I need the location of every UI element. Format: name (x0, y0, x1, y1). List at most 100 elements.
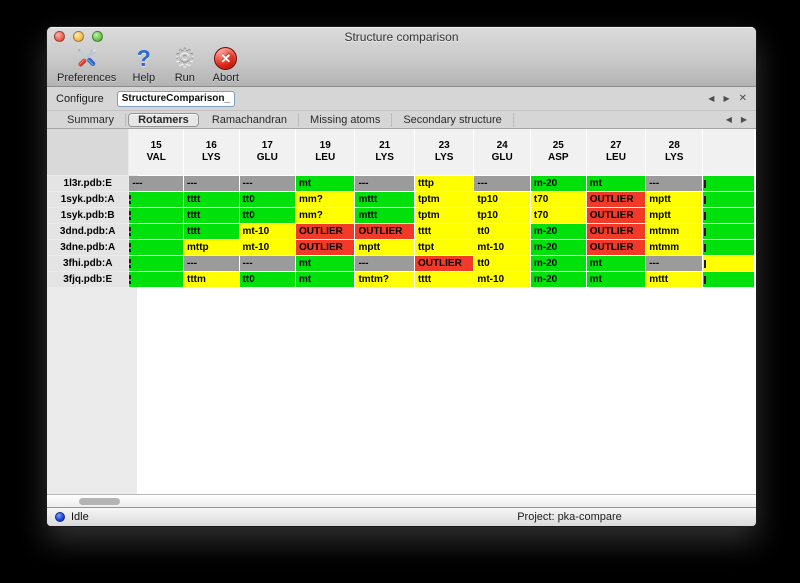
rotamer-cell[interactable]: --- (474, 176, 530, 191)
rotamer-cell[interactable]: mttt (355, 208, 414, 223)
rotamer-cell[interactable]: tptm (414, 208, 474, 223)
rotamer-cell[interactable]: --- (183, 176, 239, 191)
rotamer-cell[interactable]: --- (646, 176, 703, 191)
rotamer-cell[interactable]: tttm (183, 272, 239, 287)
prev-tab-icon[interactable]: ◀ (725, 115, 732, 124)
rotamer-cell[interactable]: OUTLIER (295, 224, 355, 239)
rotamer-cell[interactable]: mtmm (646, 224, 703, 239)
rotamer-cell[interactable]: tt0 (239, 208, 295, 223)
rotamer-cell[interactable]: mm? (295, 192, 355, 207)
rotamer-cell[interactable] (129, 192, 183, 207)
row-header[interactable]: 1syk.pdb:A (47, 192, 129, 207)
rotamer-cell[interactable]: tmtm? (355, 272, 414, 287)
run-button[interactable]: ⚙ Run (171, 45, 198, 85)
rotamer-cell[interactable]: tttt (414, 272, 474, 287)
rotamer-cell[interactable]: tt0 (239, 192, 295, 207)
rotamer-cell[interactable]: --- (355, 256, 414, 271)
rotamer-cell[interactable]: OUTLIER (586, 240, 646, 255)
rotamer-cell-clipped[interactable] (703, 256, 754, 271)
rotamer-cell[interactable]: m-20 (530, 256, 586, 271)
rotamer-cell[interactable]: --- (646, 256, 703, 271)
rotamer-cell[interactable]: --- (239, 256, 295, 271)
rotamer-cell-clipped[interactable] (703, 272, 754, 287)
rotamer-cell[interactable]: mm? (295, 208, 355, 223)
rotamer-cell[interactable]: mt (586, 176, 646, 191)
rotamer-cell[interactable]: t70 (530, 208, 586, 223)
row-header[interactable]: 1l3r.pdb:E (47, 176, 129, 191)
row-header[interactable]: 3fhi.pdb:A (47, 256, 129, 271)
rotamer-cell[interactable]: tp10 (474, 208, 530, 223)
rotamer-cell[interactable]: mt-10 (474, 272, 530, 287)
rotamer-cell[interactable] (129, 272, 183, 287)
rotamer-cell[interactable]: mptt (355, 240, 414, 255)
close-window-button[interactable] (54, 31, 65, 42)
preferences-button[interactable]: Preferences (57, 45, 116, 84)
rotamer-cell[interactable]: tp10 (474, 192, 530, 207)
rotamer-cell[interactable] (129, 240, 183, 255)
rotamer-cell[interactable]: OUTLIER (355, 224, 414, 239)
rotamer-cell[interactable]: OUTLIER (586, 192, 646, 207)
rotamer-cell[interactable]: mttp (183, 240, 239, 255)
tab-missing-atoms[interactable]: Missing atoms (299, 112, 393, 127)
next-config-icon[interactable]: ▶ (723, 94, 730, 103)
horizontal-scrollbar-thumb[interactable] (79, 498, 120, 505)
rotamer-cell[interactable]: m-20 (530, 272, 586, 287)
rotamer-cell[interactable]: OUTLIER (295, 240, 355, 255)
row-header[interactable]: 3dnd.pdb:A (47, 224, 129, 239)
abort-button[interactable]: ✕ Abort (212, 45, 239, 84)
rotamer-cell[interactable]: mt-10 (239, 224, 295, 239)
row-header[interactable]: 3fjq.pdb:E (47, 272, 129, 287)
rotamer-cell-clipped[interactable] (703, 224, 754, 239)
rotamer-cell[interactable]: tttp (414, 176, 474, 191)
rotamer-cell[interactable]: --- (183, 256, 239, 271)
rotamer-cell-clipped[interactable] (703, 192, 754, 207)
rotamer-cell[interactable]: mttt (646, 272, 703, 287)
rotamer-cell[interactable]: OUTLIER (586, 224, 646, 239)
rotamer-cell[interactable] (129, 224, 183, 239)
rotamer-cell[interactable]: tttt (414, 224, 474, 239)
rotamer-cell[interactable]: tttt (183, 224, 239, 239)
tab-secondary-structure[interactable]: Secondary structure (392, 112, 514, 127)
rotamer-cell[interactable]: mptt (646, 208, 703, 223)
help-button[interactable]: ? Help (130, 45, 157, 85)
row-header[interactable]: 1syk.pdb:B (47, 208, 129, 223)
rotamer-cell-clipped[interactable] (703, 240, 754, 255)
rotamer-cell[interactable]: OUTLIER (414, 256, 474, 271)
rotamer-cell[interactable]: m-20 (530, 240, 586, 255)
configuration-name-input[interactable] (116, 90, 235, 107)
next-tab-icon[interactable]: ▶ (740, 115, 747, 124)
rotamer-cell[interactable]: mt (295, 176, 355, 191)
rotamer-cell[interactable]: --- (239, 176, 295, 191)
rotamer-cell[interactable]: m-20 (530, 176, 586, 191)
rotamer-cell[interactable]: --- (355, 176, 414, 191)
rotamer-cell[interactable]: mt (586, 272, 646, 287)
rotamer-cell[interactable]: m-20 (530, 224, 586, 239)
rotamer-cell[interactable]: tt0 (474, 224, 530, 239)
rotamer-cell[interactable]: mt (295, 256, 355, 271)
row-header[interactable]: 3dne.pdb:A (47, 240, 129, 255)
rotamer-cell[interactable]: tptm (414, 192, 474, 207)
rotamer-cell[interactable]: mt-10 (474, 240, 530, 255)
rotamer-cell[interactable]: mttt (355, 192, 414, 207)
tab-summary[interactable]: Summary (56, 112, 127, 127)
horizontal-scrollbar[interactable] (47, 494, 756, 507)
title-bar[interactable]: Structure comparison (47, 27, 756, 46)
rotamer-cell[interactable]: --- (129, 176, 183, 191)
rotamer-cell[interactable]: mt-10 (239, 240, 295, 255)
rotamer-cell[interactable]: mt (295, 272, 355, 287)
prev-config-icon[interactable]: ◀ (708, 94, 715, 103)
rotamer-cell[interactable] (129, 208, 183, 223)
rotamer-cell[interactable]: tttt (183, 192, 239, 207)
rotamer-cell[interactable]: tttt (183, 208, 239, 223)
minimize-window-button[interactable] (73, 31, 84, 42)
rotamer-cell[interactable] (129, 256, 183, 271)
tab-rotamers[interactable]: Rotamers (128, 112, 199, 127)
close-config-icon[interactable]: ✕ (738, 93, 747, 104)
zoom-window-button[interactable] (92, 31, 103, 42)
rotamer-cell[interactable]: t70 (530, 192, 586, 207)
tab-ramachandran[interactable]: Ramachandran (201, 112, 300, 127)
rotamer-cell[interactable]: tt0 (239, 272, 295, 287)
rotamer-cell-clipped[interactable] (703, 176, 754, 191)
rotamer-cell[interactable]: mptt (646, 192, 703, 207)
rotamer-cell[interactable]: OUTLIER (586, 208, 646, 223)
